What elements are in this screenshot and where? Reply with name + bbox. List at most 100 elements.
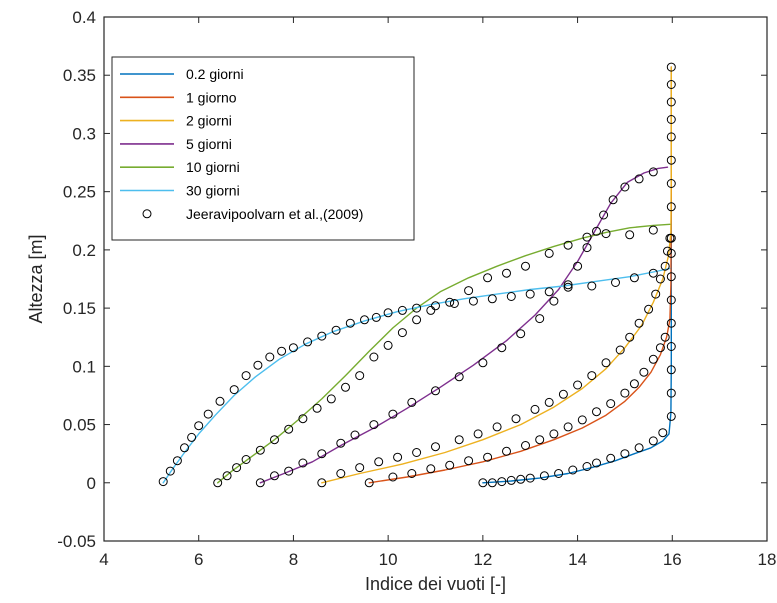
y-tick-label: 0.25	[63, 183, 96, 202]
data-point	[431, 301, 440, 311]
data-point	[483, 273, 493, 283]
data-point	[634, 174, 644, 184]
data-point	[270, 435, 279, 445]
data-point	[317, 478, 327, 488]
data-point	[355, 371, 365, 381]
data-point	[629, 379, 639, 389]
data-point	[634, 443, 644, 453]
series-line-3	[321, 66, 672, 484]
data-point	[563, 240, 573, 250]
data-point	[620, 182, 630, 192]
data-point	[298, 458, 308, 468]
data-point	[369, 352, 379, 362]
data-point	[397, 328, 407, 338]
data-point	[388, 409, 398, 419]
data-point	[194, 421, 204, 431]
data-point	[666, 62, 676, 72]
x-tick-label: 18	[758, 550, 777, 569]
data-point	[535, 314, 545, 324]
data-point	[634, 318, 644, 328]
data-point	[521, 261, 530, 271]
data-point	[592, 226, 601, 236]
data-point	[666, 155, 676, 165]
data-point	[336, 438, 346, 448]
data-point	[277, 346, 287, 356]
data-point	[592, 407, 601, 417]
data-point	[666, 115, 676, 124]
data-point	[407, 469, 417, 478]
data-point	[666, 342, 676, 351]
series-line-2	[368, 66, 672, 484]
data-point	[464, 456, 474, 466]
legend-label: Jeeravipoolvarn et al.,(2009)	[186, 206, 363, 222]
data-point	[397, 305, 407, 315]
data-point	[568, 465, 578, 475]
data-point	[303, 337, 313, 347]
data-point	[445, 297, 455, 307]
data-point	[255, 445, 265, 455]
data-point	[270, 471, 279, 481]
data-point	[187, 432, 197, 442]
data-point	[592, 458, 601, 468]
data-point	[573, 380, 583, 390]
series-line-5	[216, 223, 671, 484]
data-point	[666, 272, 676, 282]
data-point	[371, 312, 381, 322]
series-line-4	[259, 166, 669, 484]
plot-area-frame	[103, 16, 768, 542]
data-point	[284, 466, 294, 476]
data-point	[426, 305, 436, 315]
data-point	[655, 343, 665, 353]
x-tick-label: 8	[289, 550, 298, 569]
data-point	[525, 289, 535, 299]
y-axis-title: Altezza [m]	[26, 234, 46, 323]
data-point	[383, 308, 393, 318]
data-point	[582, 232, 592, 242]
legend-label: 30 giorni	[186, 183, 240, 199]
data-point	[611, 278, 620, 287]
data-point	[317, 331, 327, 341]
data-point	[298, 414, 308, 424]
data-point	[326, 394, 336, 404]
data-point	[241, 455, 251, 464]
data-point	[582, 462, 592, 471]
data-point	[355, 463, 365, 473]
data-point	[544, 248, 554, 258]
data-point	[544, 397, 554, 407]
data-point	[639, 367, 649, 377]
data-point	[601, 229, 611, 239]
y-tick-label: 0.15	[63, 299, 96, 318]
data-point	[644, 304, 654, 314]
data-point	[213, 478, 223, 488]
data-point	[530, 404, 540, 414]
data-point	[606, 453, 616, 463]
data-point	[341, 382, 350, 392]
data-point	[625, 332, 635, 342]
data-point	[497, 477, 507, 487]
data-point	[554, 469, 564, 478]
data-point	[412, 303, 422, 313]
x-tick-label: 16	[663, 550, 682, 569]
legend-label: 0.2 giorni	[186, 66, 244, 82]
y-tick-label: 0.05	[63, 416, 96, 435]
data-point	[360, 315, 369, 325]
data-point	[539, 471, 549, 481]
data-point	[666, 295, 676, 305]
marker-layer	[158, 62, 676, 488]
y-tick-label: -0.05	[57, 532, 96, 551]
data-point	[660, 261, 670, 271]
data-point	[331, 325, 341, 335]
data-point	[288, 343, 298, 353]
data-point	[255, 478, 265, 488]
data-point	[180, 443, 189, 453]
data-point	[651, 289, 661, 299]
data-point	[445, 460, 455, 470]
data-point	[666, 318, 676, 328]
data-point	[601, 358, 611, 368]
data-point	[492, 422, 502, 432]
data-point	[525, 473, 535, 483]
data-point	[478, 358, 488, 368]
data-point	[582, 243, 592, 253]
data-point	[663, 246, 672, 256]
